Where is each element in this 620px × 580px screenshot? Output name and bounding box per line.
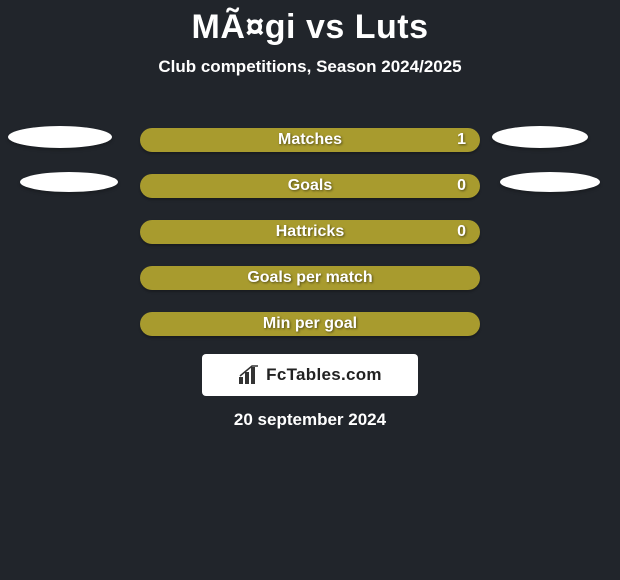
stat-bar: Goals 0 (140, 174, 480, 198)
right-ellipse (500, 172, 600, 192)
left-ellipse (8, 126, 112, 148)
attribution-text: FcTables.com (266, 365, 382, 385)
stat-label: Goals (288, 177, 332, 195)
stat-row: Goals per match (0, 256, 620, 302)
stat-row: Matches 1 (0, 118, 620, 164)
stat-row: Min per goal (0, 302, 620, 348)
stat-bar: Min per goal (140, 312, 480, 336)
stat-value: 0 (457, 177, 466, 195)
stat-label: Matches (278, 131, 342, 149)
attribution-box[interactable]: FcTables.com (202, 354, 418, 396)
stat-row: Hattricks 0 (0, 210, 620, 256)
page-title: MÃ¤gi vs Luts (0, 0, 620, 47)
stat-label: Min per goal (263, 315, 357, 333)
stat-row: Goals 0 (0, 164, 620, 210)
stat-label: Hattricks (276, 223, 344, 241)
left-ellipse (20, 172, 118, 192)
stat-label: Goals per match (247, 269, 372, 287)
stat-bar: Hattricks 0 (140, 220, 480, 244)
stat-value: 0 (457, 223, 466, 241)
right-ellipse (492, 126, 588, 148)
stat-value: 1 (457, 131, 466, 149)
date-line: 20 september 2024 (0, 410, 620, 430)
page-subtitle: Club competitions, Season 2024/2025 (0, 57, 620, 77)
stat-bar: Goals per match (140, 266, 480, 290)
bar-chart-icon (238, 365, 260, 385)
stat-bar: Matches 1 (140, 128, 480, 152)
comparison-infographic: MÃ¤gi vs Luts Club competitions, Season … (0, 0, 620, 580)
stat-rows: Matches 1 Goals 0 Hattricks 0 Goals per match M… (0, 118, 620, 348)
